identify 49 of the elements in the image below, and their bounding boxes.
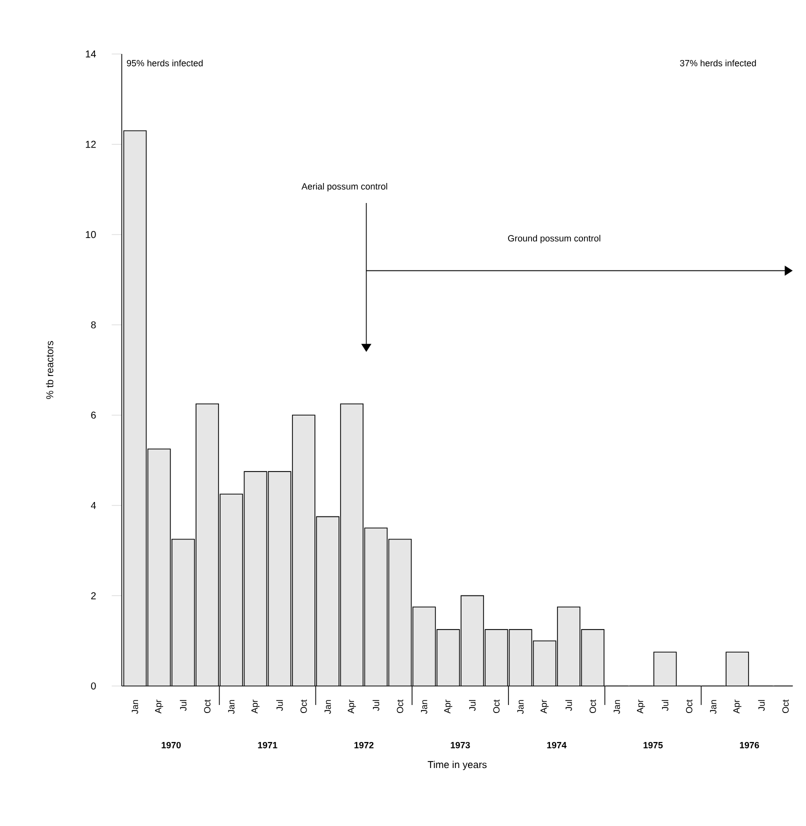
x-tick-label: Jan <box>517 700 524 714</box>
x-tick-label: Jan <box>228 700 235 714</box>
x-tick-label: Jan <box>614 700 620 714</box>
x-tick-label: Jul <box>662 700 668 711</box>
annotation: Aerial possum control <box>302 182 388 192</box>
text: 1970 <box>162 742 181 748</box>
y-tick-label: 8 <box>91 321 96 328</box>
x-tick-label: Oct <box>204 700 210 714</box>
annotation: 37% herds infected <box>680 60 756 66</box>
annotation: Ground possum control <box>508 234 600 244</box>
text: 1973 <box>450 742 470 748</box>
y-tick-label: 4 <box>90 502 96 509</box>
x-tick-label: Oct <box>686 700 692 714</box>
x-tick-label: Jan <box>420 700 428 714</box>
x-tick-label: Jan <box>132 700 138 714</box>
y-tick-label: 6 <box>91 412 96 419</box>
x-tick-label: Apr <box>636 700 645 714</box>
x-tick-label: Oct <box>396 700 404 714</box>
x-tick-label: Apr <box>251 700 260 714</box>
y-tick-label: 12 <box>86 140 96 148</box>
text: 1974 <box>547 742 567 748</box>
x-tick-label: Oct <box>493 700 500 714</box>
x-tick-label: Jul <box>565 700 572 711</box>
x-tick-label: Oct <box>590 700 596 714</box>
x-tick-label: Apr <box>540 700 549 714</box>
x-tick-label: Jul <box>469 700 476 711</box>
x-tick-label: Jan <box>324 700 331 714</box>
y-tick-label: 2 <box>91 592 96 600</box>
y-tick-label: 14 <box>86 50 96 58</box>
x-tick-label: Jul <box>180 700 186 711</box>
text: 1972 <box>354 742 374 748</box>
y-axis-title: % tb reactors <box>46 341 54 399</box>
x-tick-label: Jul <box>276 700 283 711</box>
text: 1971 <box>258 742 278 748</box>
text: 1976 <box>740 742 760 748</box>
x-axis-title: Time in years <box>428 760 487 770</box>
x-tick-label: Apr <box>348 700 356 714</box>
x-tick-label: Oct <box>782 700 789 714</box>
y-tick-label: 10 <box>86 231 96 238</box>
x-tick-label: Jul <box>372 700 380 711</box>
x-tick-label: Apr <box>155 700 164 714</box>
x-tick-label: Jul <box>758 700 765 711</box>
y-tick-label: 0 <box>91 682 96 690</box>
text: 1975 <box>644 742 663 748</box>
x-tick-label: Apr <box>444 700 452 714</box>
x-tick-label: Jan <box>710 700 716 714</box>
annotation: 95% herds infected <box>126 60 203 66</box>
x-tick-label: Apr <box>733 700 742 714</box>
x-tick-label: Oct <box>300 700 307 714</box>
